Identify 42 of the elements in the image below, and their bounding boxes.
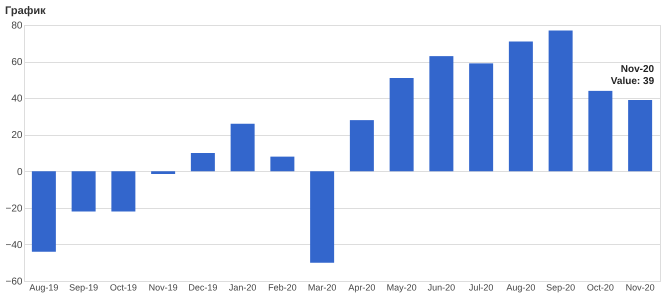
chart-title: График (5, 5, 46, 17)
x-tick-label: Sep-19 (69, 282, 98, 292)
annotation: Nov-20 Value: 39 (610, 64, 655, 87)
y-tick-label: 20 (11, 130, 23, 142)
bar (548, 30, 573, 172)
x-tick-label: Nov-20 (626, 282, 655, 292)
x-tick-label: May-20 (386, 282, 417, 292)
y-tick-label: −60 (6, 276, 23, 288)
x-tick-label: Sep-20 (546, 282, 576, 292)
x-tick-label: Aug-19 (29, 282, 58, 292)
y-tick-label: 80 (11, 20, 23, 32)
x-tick-label: Dec-19 (188, 282, 218, 292)
y-tick-label: 40 (11, 94, 23, 105)
x-tick-label: Oct-19 (110, 282, 137, 292)
bar (32, 171, 56, 252)
x-tick-label: Jun-20 (428, 282, 456, 292)
x-tick-label: Oct-20 (586, 282, 614, 292)
bar (72, 171, 96, 212)
y-tick-label: −40 (6, 240, 23, 251)
bar (310, 171, 334, 263)
x-tick-label: Jan-20 (228, 282, 256, 292)
bar (469, 63, 494, 172)
bar (111, 171, 136, 212)
bar (350, 120, 374, 172)
bar (390, 78, 414, 172)
bar (151, 171, 176, 174)
x-tick-label: Nov-19 (148, 282, 178, 292)
x-tick-label: Mar-20 (308, 282, 336, 292)
x-tick-label: Apr-20 (348, 282, 376, 292)
bar (429, 56, 454, 172)
x-tick-label: Jul-20 (468, 282, 494, 292)
y-tick-label: 0 (16, 166, 23, 178)
x-tick-label: Feb-20 (268, 282, 297, 292)
x-tick-label: Aug-20 (506, 282, 536, 292)
bar (628, 100, 652, 172)
y-tick-label: 60 (11, 57, 23, 68)
bar (508, 41, 533, 172)
bar (190, 153, 215, 172)
bar (230, 124, 255, 172)
bar (270, 156, 294, 172)
y-tick-label: −20 (6, 203, 23, 214)
bar (588, 90, 612, 172)
